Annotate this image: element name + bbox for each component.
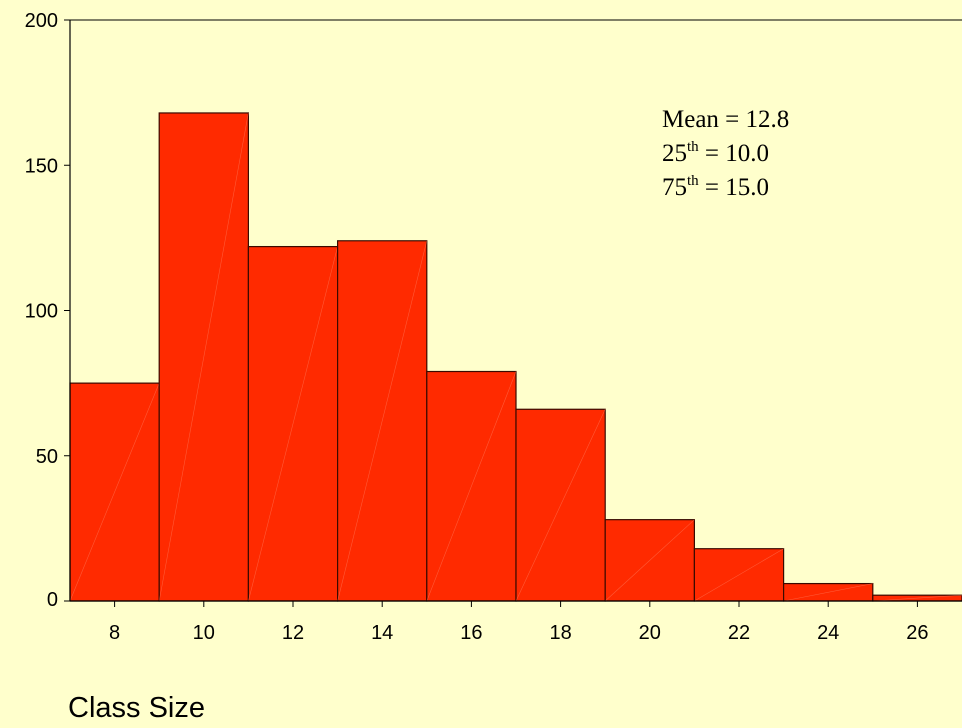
y-tick-label: 50 bbox=[36, 446, 58, 468]
bar-diagonal bbox=[337, 240, 428, 602]
bar-diagonal bbox=[69, 383, 160, 602]
y-tick-label: 0 bbox=[47, 589, 58, 611]
x-tick-label: 22 bbox=[728, 622, 750, 644]
bar-diagonal bbox=[426, 371, 517, 602]
x-tick-label: 18 bbox=[549, 622, 571, 644]
x-tick-label: 16 bbox=[460, 622, 482, 644]
bar-diagonal bbox=[783, 583, 873, 602]
x-tick-label: 14 bbox=[371, 622, 393, 644]
bar-diagonal bbox=[872, 594, 962, 602]
x-tick-label: 26 bbox=[906, 622, 928, 644]
bar-diagonal bbox=[604, 519, 695, 602]
x-tick-label: 20 bbox=[639, 622, 661, 644]
x-axis-label: Class Size bbox=[68, 692, 205, 724]
y-tick-label: 200 bbox=[25, 10, 58, 32]
bar-diagonal bbox=[515, 409, 606, 602]
stat-line: 25th = 10.0 bbox=[662, 139, 769, 167]
bar-diagonal bbox=[694, 548, 784, 602]
x-tick-label: 8 bbox=[109, 622, 120, 644]
bars-group bbox=[69, 112, 962, 602]
y-tick-label: 150 bbox=[25, 155, 58, 177]
x-tick-label: 24 bbox=[817, 622, 839, 644]
y-tick-label: 100 bbox=[25, 301, 58, 323]
axes-group: 0 50 100 150 200 8 10 12 14 16 18 20 22 24 26 bbox=[25, 10, 962, 644]
x-tick-label: 10 bbox=[193, 622, 215, 644]
bar-diagonal bbox=[158, 112, 249, 602]
stat-line: 75th = 15.0 bbox=[662, 173, 769, 201]
bar-diagonal bbox=[248, 246, 338, 602]
stat-line: Mean = 12.8 bbox=[662, 106, 789, 133]
x-tick-label: 12 bbox=[282, 622, 304, 644]
stats-annotation: Mean = 12.8 25th = 10.0 75th = 15.0 bbox=[662, 106, 789, 201]
